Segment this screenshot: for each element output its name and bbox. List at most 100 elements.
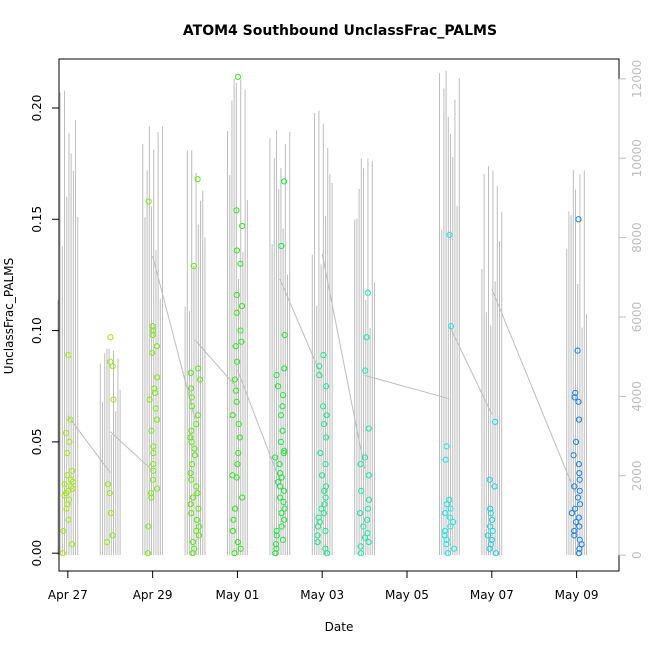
data-point	[576, 536, 583, 543]
data-point	[576, 487, 583, 494]
data-point	[277, 469, 284, 477]
data-point	[323, 383, 330, 390]
series-2018-05-02	[272, 178, 288, 557]
data-point	[576, 523, 583, 530]
data-point	[67, 476, 75, 483]
data-point	[152, 405, 159, 412]
altitude-transit-line	[279, 278, 323, 378]
altitude-profile	[311, 110, 333, 556]
data-point	[280, 449, 287, 457]
altitude-profile	[184, 150, 206, 556]
data-point	[365, 496, 373, 503]
data-point	[64, 449, 71, 457]
data-point	[279, 427, 286, 434]
data-point	[194, 176, 201, 183]
data-point	[280, 498, 287, 506]
data-point	[365, 472, 372, 479]
y-tick-label: 0.20	[30, 95, 44, 122]
x-tick-label: May 01	[215, 588, 259, 602]
data-point	[446, 496, 453, 503]
data-point	[277, 412, 285, 419]
data-point	[316, 372, 323, 379]
altitude-transit-line	[364, 374, 450, 400]
data-point	[188, 394, 195, 401]
y-tick-label: 0.15	[30, 206, 44, 233]
data-point	[229, 527, 236, 535]
data-point	[442, 510, 449, 517]
data-point	[193, 516, 201, 523]
x-tick-label: May 05	[385, 588, 429, 602]
series-2018-05-09	[568, 216, 585, 557]
y2-tick-label: 6000	[630, 302, 644, 333]
data-point	[188, 427, 195, 434]
data-point	[67, 416, 74, 423]
x-axis-label: Date	[325, 620, 354, 634]
data-point	[65, 351, 72, 359]
data-point	[273, 372, 280, 379]
data-point	[61, 481, 68, 488]
data-point	[322, 545, 329, 552]
data-point	[314, 532, 321, 539]
y2-tick-label: 8000	[630, 222, 644, 253]
data-point	[322, 483, 330, 490]
data-point	[576, 501, 584, 508]
data-point	[321, 501, 328, 508]
altitude-layer	[57, 70, 588, 556]
data-point	[109, 363, 116, 370]
data-point	[447, 523, 454, 530]
data-point	[189, 461, 196, 468]
data-point	[187, 434, 194, 441]
data-point	[195, 523, 203, 530]
data-point	[237, 260, 244, 267]
data-point	[571, 394, 578, 401]
y-tick-label: 0.05	[30, 429, 44, 456]
data-point	[572, 518, 580, 526]
altitude-profile	[57, 90, 79, 556]
altitude-transit-line	[109, 431, 153, 472]
data-point	[233, 291, 240, 299]
data-point	[316, 363, 323, 370]
data-point	[238, 338, 245, 345]
data-point	[571, 527, 578, 535]
data-point	[487, 541, 495, 548]
data-point	[233, 309, 240, 316]
data-point	[319, 403, 327, 410]
series-2018-04-29	[144, 198, 161, 557]
data-point	[279, 536, 287, 543]
data-point	[148, 494, 155, 501]
data-point	[59, 550, 66, 557]
data-point	[363, 516, 371, 523]
data-point	[103, 538, 111, 546]
data-point	[150, 443, 157, 450]
data-point	[273, 545, 280, 552]
data-point	[193, 420, 200, 428]
data-point	[446, 514, 454, 521]
data-point	[239, 494, 246, 501]
data-point	[235, 420, 242, 428]
data-point	[574, 494, 582, 501]
data-point	[106, 489, 113, 497]
data-point	[357, 550, 364, 557]
data-point	[315, 514, 322, 521]
data-point	[272, 550, 279, 557]
data-point	[191, 452, 199, 459]
data-point	[60, 527, 67, 535]
data-point	[492, 550, 500, 557]
data-point	[238, 302, 246, 310]
data-point	[278, 510, 285, 517]
x-tick-label: Apr 29	[133, 588, 173, 602]
data-point	[230, 516, 237, 523]
data-point	[188, 403, 196, 410]
data-point	[362, 367, 369, 374]
data-point	[279, 392, 287, 399]
chart-title: ATOM4 Southbound UnclassFrac_PALMS	[183, 23, 497, 39]
data-point	[109, 532, 116, 539]
data-point	[273, 527, 280, 535]
data-point	[194, 489, 201, 497]
y-tick-label: 0.10	[30, 317, 44, 344]
data-point	[572, 438, 580, 445]
data-point	[314, 538, 321, 546]
data-point	[232, 343, 239, 350]
data-point	[189, 538, 197, 546]
data-point	[491, 418, 499, 425]
